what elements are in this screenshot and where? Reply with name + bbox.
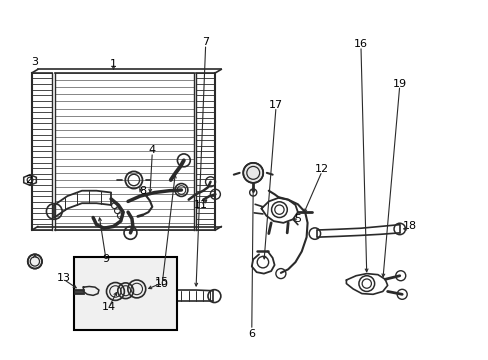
Text: 1: 1	[110, 59, 117, 69]
Text: 18: 18	[402, 221, 416, 231]
Text: 6: 6	[248, 329, 255, 339]
Text: 2: 2	[25, 175, 32, 185]
Text: 5: 5	[294, 214, 301, 224]
Text: 15: 15	[155, 277, 169, 287]
Text: 3: 3	[31, 57, 38, 67]
Text: 16: 16	[353, 39, 367, 49]
Text: 19: 19	[392, 78, 406, 89]
Text: 4: 4	[148, 145, 156, 155]
Text: 11: 11	[193, 200, 207, 210]
Text: 14: 14	[102, 302, 116, 312]
Text: 9: 9	[102, 253, 109, 264]
Text: 12: 12	[314, 164, 328, 174]
Bar	[74, 257, 176, 330]
Text: 8: 8	[139, 186, 146, 196]
Text: 10: 10	[155, 279, 169, 289]
Text: 7: 7	[202, 37, 209, 48]
Text: 13: 13	[57, 273, 70, 283]
Text: 17: 17	[268, 100, 283, 110]
Circle shape	[28, 254, 42, 269]
Circle shape	[243, 163, 263, 183]
